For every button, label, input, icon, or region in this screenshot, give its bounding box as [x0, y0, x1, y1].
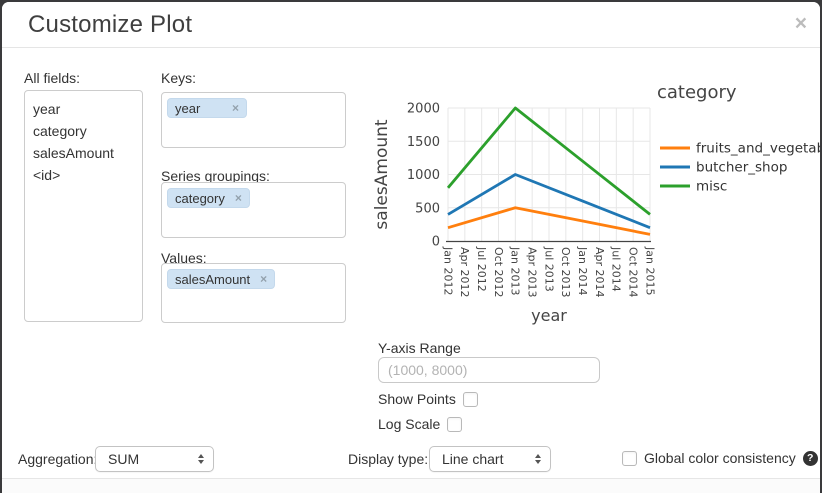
- close-icon[interactable]: ×: [794, 12, 807, 35]
- chart-line-fruits_and_vegetables: [447, 206, 651, 236]
- x-axis-title: year: [531, 306, 567, 325]
- x-tick-label: Jul 2013: [542, 246, 555, 292]
- global-color-label: Global color consistency: [644, 450, 796, 466]
- y-axis-range-label: Y-axis Range: [378, 340, 461, 356]
- y-tick-label: 1000: [407, 168, 440, 183]
- token-remove-icon[interactable]: ×: [234, 191, 242, 205]
- dialog-footer: [2, 478, 820, 493]
- all-fields-list: year category salesAmount <id>: [24, 90, 143, 322]
- x-tick-label: Jan 2013: [509, 246, 522, 295]
- token-label: year: [175, 100, 201, 116]
- chart-line-misc: [446, 106, 651, 216]
- display-type-label: Display type:: [348, 451, 429, 467]
- legend-title: category: [657, 82, 737, 103]
- token-year[interactable]: year ×: [167, 98, 247, 118]
- token-remove-icon[interactable]: ×: [231, 101, 239, 115]
- x-tick-label: Jan 2012: [441, 246, 454, 295]
- values-label: Values:: [161, 250, 207, 266]
- aggregation-value: SUM: [108, 451, 140, 467]
- show-points-row: Show Points: [378, 391, 478, 407]
- log-scale-label: Log Scale: [378, 416, 441, 432]
- field-item-id[interactable]: <id>: [33, 167, 61, 183]
- x-tick-label: Apr 2014: [593, 247, 606, 298]
- dialog-header: Customize Plot ×: [2, 2, 820, 48]
- field-item-salesamount[interactable]: salesAmount: [33, 145, 114, 161]
- plot-preview-chart: 0 500 1000 1500 2000 Jan 2012 Apr 2012 Jul 2012…: [372, 82, 820, 325]
- field-item-category[interactable]: category: [33, 123, 87, 139]
- x-tick-label: Apr 2013: [525, 247, 538, 298]
- x-tick-label: Jul 2014: [610, 246, 623, 292]
- legend-label-misc: misc: [696, 179, 727, 195]
- token-remove-icon[interactable]: ×: [260, 272, 268, 286]
- aggregation-select[interactable]: SUM: [95, 446, 214, 472]
- series-groupings-dropzone[interactable]: category ×: [161, 182, 346, 238]
- token-label: category: [175, 190, 225, 206]
- help-icon[interactable]: ?: [802, 450, 818, 466]
- aggregation-label: Aggregation:: [18, 451, 98, 467]
- y-axis-title: salesAmount: [372, 119, 392, 229]
- legend-label-fruits_and_vegetables: fruits_and_vegetables: [696, 141, 820, 157]
- token-label: salesAmount: [175, 271, 251, 287]
- display-type-select[interactable]: Line chart: [429, 446, 551, 472]
- x-tick-label: Oct 2013: [559, 247, 572, 298]
- y-tick-label: 1500: [407, 135, 440, 150]
- x-tick-label: Oct 2012: [492, 247, 505, 298]
- x-tick-label: Jul 2012: [475, 246, 488, 292]
- y-tick-label: 2000: [407, 102, 440, 117]
- field-item-year[interactable]: year: [33, 101, 61, 117]
- show-points-checkbox[interactable]: [462, 391, 478, 407]
- x-tick-label: Jan 2014: [576, 246, 589, 295]
- x-tick-label: Jan 2015: [643, 246, 656, 295]
- global-color-checkbox[interactable]: [622, 450, 637, 466]
- global-color-row: Global color consistency ?: [622, 450, 818, 466]
- select-stepper-icon: [535, 454, 541, 464]
- all-fields-label: All fields:: [24, 70, 81, 86]
- keys-label: Keys:: [161, 70, 197, 86]
- values-dropzone[interactable]: salesAmount ×: [161, 263, 346, 323]
- select-stepper-icon: [198, 454, 204, 464]
- legend-label-butcher_shop: butcher_shop: [696, 160, 787, 176]
- x-tick-label: Apr 2012: [458, 247, 471, 298]
- token-salesamount[interactable]: salesAmount ×: [167, 269, 276, 289]
- series-groupings-label: Series groupings:: [161, 168, 270, 184]
- display-type-value: Line chart: [442, 451, 504, 467]
- log-scale-row: Log Scale: [378, 416, 463, 432]
- keys-dropzone[interactable]: year ×: [161, 92, 346, 148]
- log-scale-checkbox[interactable]: [447, 416, 463, 432]
- y-tick-label: 0: [432, 235, 440, 250]
- token-category[interactable]: category ×: [167, 188, 250, 208]
- show-points-label: Show Points: [378, 391, 456, 407]
- chart-line-butcher_shop: [447, 173, 651, 230]
- x-tick-label: Oct 2014: [626, 247, 639, 298]
- y-axis-range-input[interactable]: [378, 357, 600, 383]
- dialog-title: Customize Plot: [28, 11, 193, 38]
- y-tick-label: 500: [415, 201, 440, 216]
